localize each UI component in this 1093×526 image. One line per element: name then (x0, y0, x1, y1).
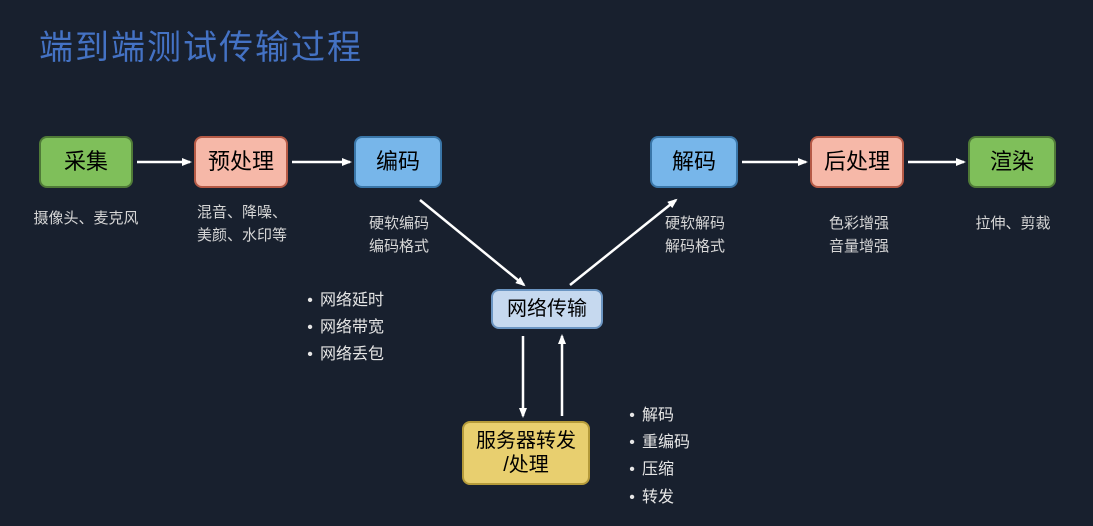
caption-encode: 硬软编码 编码格式 (366, 213, 432, 258)
node-postproc: 后处理 (810, 136, 904, 188)
node-decode: 解码 (650, 136, 738, 188)
server-bullets-item: 压缩 (622, 456, 690, 483)
server-bullets-item: 转发 (622, 484, 690, 511)
net-bullets-item-label: 网络带宽 (320, 319, 384, 336)
node-preproc: 预处理 (194, 136, 288, 188)
server-bullets-item-label: 重编码 (642, 434, 690, 451)
node-render: 渲染 (968, 136, 1056, 188)
net-bullets-item-label: 网络丢包 (320, 346, 384, 363)
server-bullets-item-label: 解码 (642, 407, 674, 424)
node-capture: 采集 (39, 136, 133, 188)
caption-decode: 硬软解码 解码格式 (662, 213, 728, 258)
server-bullets: 解码重编码压缩转发 (622, 402, 690, 511)
net-bullets: 网络延时网络带宽网络丢包 (300, 287, 384, 369)
server-bullets-item-label: 转发 (642, 489, 674, 506)
node-encode: 编码 (354, 136, 442, 188)
caption-postproc: 色彩增强 音量增强 (826, 213, 892, 258)
caption-preproc: 混音、降噪、 美颜、水印等 (188, 202, 296, 247)
caption-capture: 摄像头、麦克风 (28, 208, 144, 231)
net-bullets-item-label: 网络延时 (320, 292, 384, 309)
server-bullets-item-label: 压缩 (642, 461, 674, 478)
arrow-a6 (570, 200, 676, 285)
node-network: 网络传输 (491, 289, 603, 329)
net-bullets-item: 网络带宽 (300, 314, 384, 341)
caption-render: 拉伸、剪裁 (974, 213, 1052, 236)
server-bullets-item: 解码 (622, 402, 690, 429)
slide-title: 端到端测试传输过程 (39, 20, 363, 69)
arrow-a5 (420, 200, 524, 285)
net-bullets-item: 网络丢包 (300, 341, 384, 368)
server-bullets-item: 重编码 (622, 429, 690, 456)
net-bullets-item: 网络延时 (300, 287, 384, 314)
node-server: 服务器转发 /处理 (462, 421, 590, 485)
